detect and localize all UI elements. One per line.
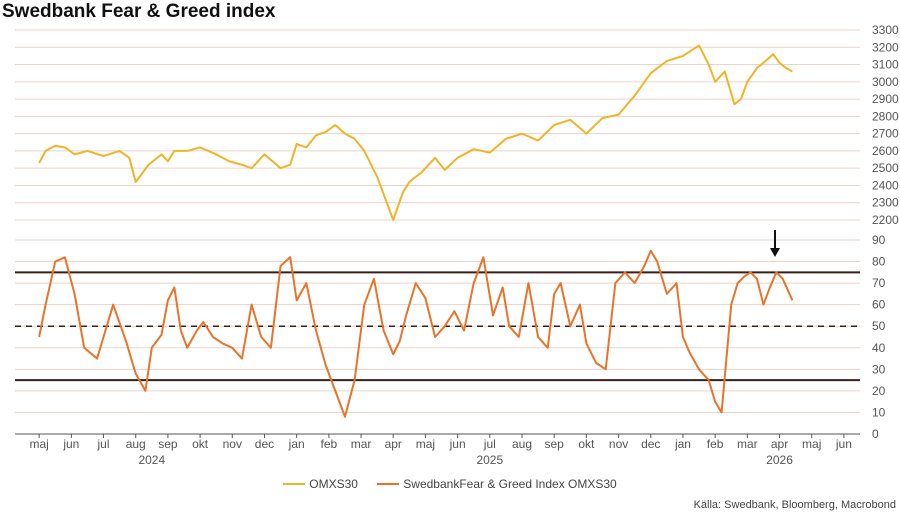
legend-item-omx: OMXS30 [283,477,358,491]
y-tick-label: 60 [872,298,886,312]
x-tick-label: dec [255,437,274,451]
source-note: Källa: Swedbank, Bloomberg, Macrobond [693,499,896,511]
x-tick-label: apr [385,437,402,451]
x-tick-label: jun [62,437,79,451]
y-tick-label: 3100 [872,58,899,72]
y-tick-label: 90 [872,233,886,247]
y-tick-label: 40 [872,341,886,355]
x-tick-label: okt [578,437,595,451]
grid-upper [15,29,860,221]
x-tick-label: maj [802,437,821,451]
y-tick-label: 2700 [872,127,899,141]
y-tick-label: 80 [872,255,886,269]
x-tick-label: maj [29,437,48,451]
series-line-omx [38,44,793,221]
x-tick-label: jan [674,437,691,451]
y-axis-lower: 90 80 70 60 50 40 30 20 10 0 [872,233,886,441]
x-tick-label: nov [223,437,242,451]
y-tick-label: 2300 [872,196,899,210]
y-tick-label: 3000 [872,75,899,89]
y-tick-label: 20 [872,384,886,398]
legend-item-fg: SwedbankFear & Greed Index OMXS30 [377,477,617,491]
x-tick-label: feb [321,437,338,451]
x-tick-label: maj [416,437,435,451]
x-tick-label: mar [351,437,372,451]
legend: OMXS30 SwedbankFear & Greed Index OMXS30 [0,477,900,491]
y-tick-label: 2500 [872,161,899,175]
reference-lines [15,271,860,382]
x-tick-label: mar [737,437,758,451]
x-tick-label: jun [449,437,466,451]
x-tick-label: aug [512,437,532,451]
y-tick-label: 50 [872,319,886,333]
legend-label-omx: OMXS30 [309,477,358,491]
x-tick-label: sep [545,437,565,451]
down-arrow-icon [770,230,780,257]
y-tick-label: 0 [872,427,879,441]
y-tick-label: 2600 [872,144,899,158]
y-tick-label: 10 [872,405,886,419]
x-axis: maj jun jul aug sep okt nov dec jan feb mar apr maj j… [15,433,860,451]
legend-label-fg: SwedbankFear & Greed Index OMXS30 [403,477,617,491]
y-tick-label: 2800 [872,109,899,123]
x-tick-label: sep [158,437,178,451]
legend-swatch-omx [283,482,306,485]
x-tick-label: jul [97,437,110,451]
x-tick-label: nov [609,437,628,451]
x-tick-label: okt [192,437,209,451]
x-tick-label: feb [707,437,724,451]
year-label: 2026 [766,453,793,467]
y-tick-label: 2900 [872,92,899,106]
year-labels: 2024 2025 2026 [138,453,793,467]
series-layer [38,44,794,418]
chart-title: Swedbank Fear & Greed index [2,1,276,22]
grid-lower [15,239,860,435]
x-tick-label: jan [288,437,305,451]
x-tick-label: jun [835,437,852,451]
x-tick-label: apr [771,437,788,451]
year-label: 2025 [476,453,503,467]
y-tick-label: 2200 [872,213,899,227]
y-tick-label: 2400 [872,178,899,192]
x-tick-label: aug [126,437,146,451]
y-tick-label: 30 [872,362,886,376]
y-tick-label: 3200 [872,40,899,54]
year-label: 2024 [138,453,165,467]
x-tick-label: jul [483,437,496,451]
series-line-fg [38,249,794,418]
y-tick-label: 3300 [872,23,899,37]
chart-canvas: 3300 3200 3100 3000 2900 2800 2700 2600 2500 2400… [15,23,899,467]
y-axis-upper: 3300 3200 3100 3000 2900 2800 2700 2600 2500 2400… [872,23,899,227]
x-tick-label: dec [641,437,660,451]
legend-swatch-fg [377,482,400,485]
y-tick-label: 70 [872,276,886,290]
